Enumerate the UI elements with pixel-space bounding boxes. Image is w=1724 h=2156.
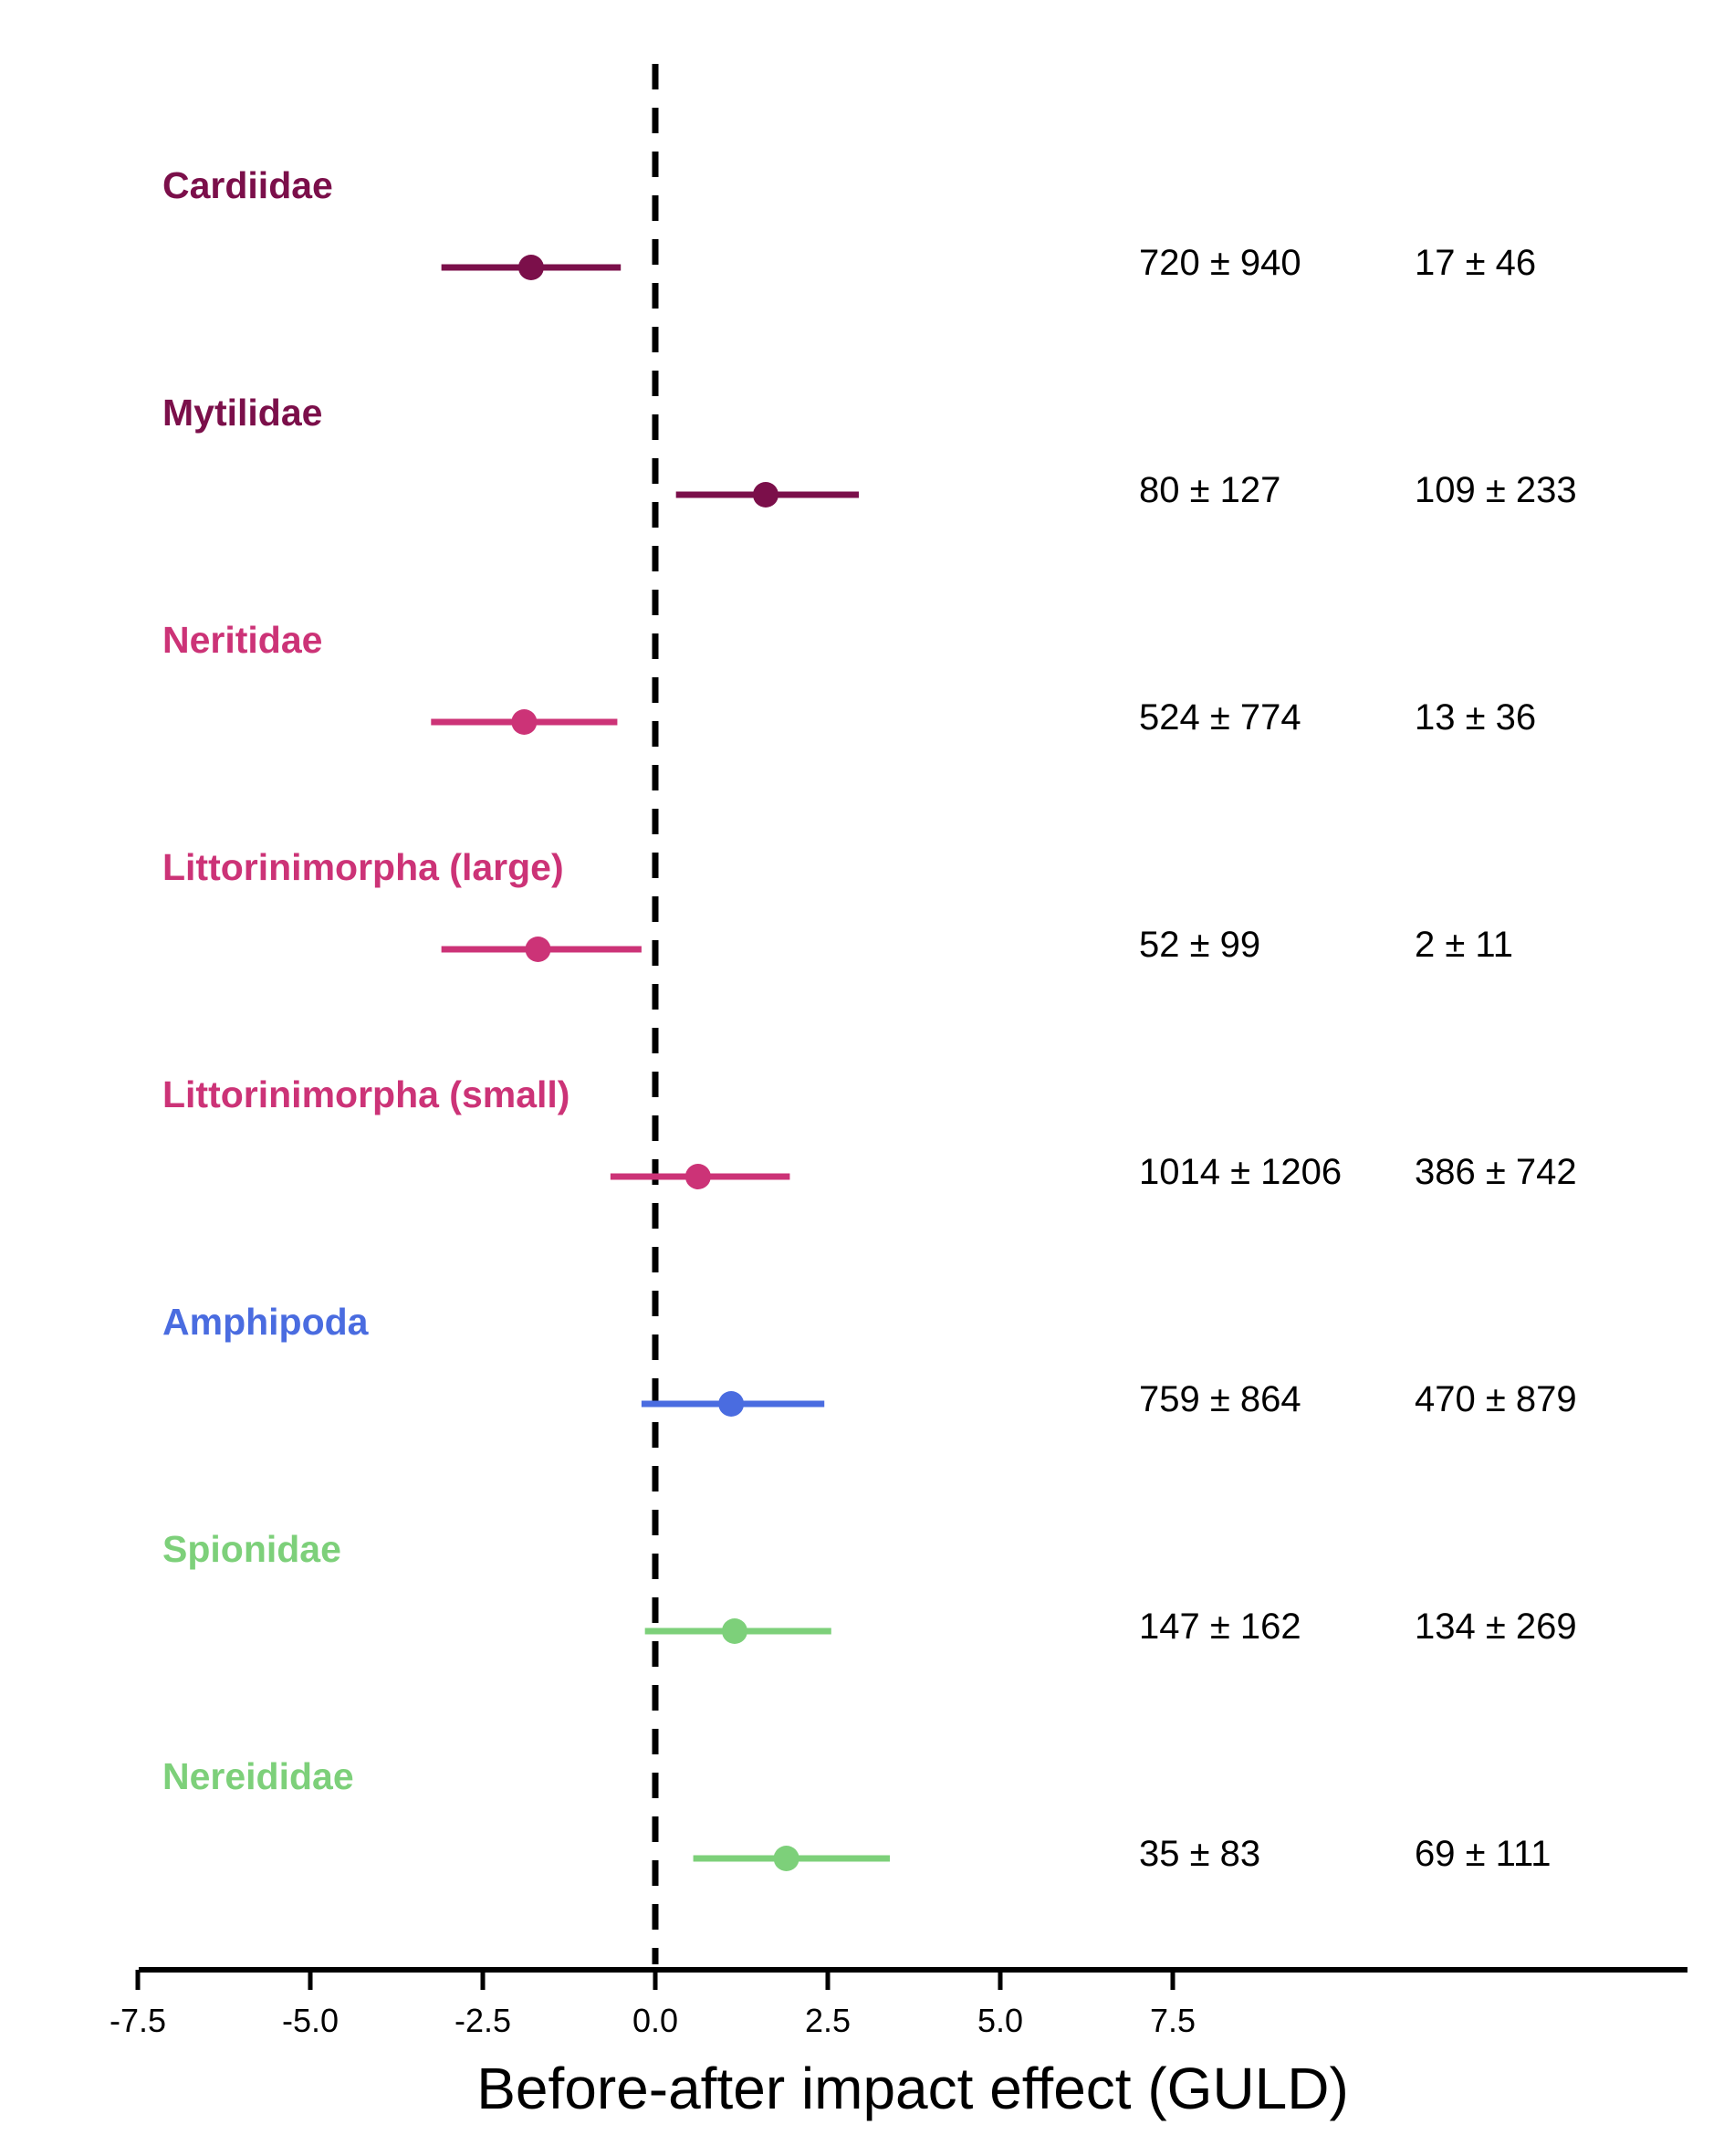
family-label: Cardiidae [162,164,333,206]
stat-after-text: 386 ± 742 [1415,1152,1577,1192]
family-label: Neritidae [162,619,322,661]
stat-before-text: 720 ± 940 [1139,243,1301,283]
stat-before-text: 524 ± 774 [1139,697,1301,738]
forest-row: Cardiidae 720 ± 940 17 ± 46 [162,164,1536,283]
x-tick-label: -5.0 [282,2002,339,2039]
point-estimate-marker [773,1846,799,1871]
family-label: Spionidae [162,1528,341,1570]
stat-before-text: 80 ± 127 [1139,470,1280,510]
x-tick-label: 0.0 [632,2002,678,2039]
point-estimate-marker [718,1391,745,1417]
point-estimate-marker [517,255,544,280]
family-label: Littorinimorpha (small) [162,1073,569,1115]
forest-row: Amphipoda 759 ± 864 470 ± 879 [162,1301,1577,1419]
point-estimate-marker [684,1164,711,1189]
stat-before-text: 1014 ± 1206 [1139,1152,1342,1192]
stat-before-text: 52 ± 99 [1139,925,1260,965]
family-label: Mytilidae [162,392,322,434]
estimate-rows: Cardiidae 720 ± 940 17 ± 46 Mytilidae 80 ± 1… [162,164,1577,1874]
forest-row: Nereididae 35 ± 83 69 ± 111 [162,1755,1551,1874]
x-tick-label: 5.0 [977,2002,1023,2039]
forest-row: Neritidae 524 ± 774 13 ± 36 [162,619,1536,738]
forest-row: Spionidae 147 ± 162 134 ± 269 [162,1528,1577,1647]
point-estimate-marker [721,1618,747,1644]
point-estimate-marker [525,937,551,962]
forest-row: Littorinimorpha (small) 1014 ± 1206 386 ± … [162,1073,1577,1192]
stat-after-text: 134 ± 269 [1415,1607,1577,1647]
stat-before-text: 35 ± 83 [1139,1834,1260,1874]
x-axis-title: Before-after impact effect (GULD) [476,2056,1349,2121]
stat-after-text: 13 ± 36 [1415,697,1536,738]
x-axis-ticks: -7.5 -5.0 -2.5 0.0 2.5 5.0 7.5 [110,1970,1196,2039]
stat-before-text: 147 ± 162 [1139,1607,1301,1647]
stat-after-text: 69 ± 111 [1415,1834,1551,1874]
stat-before-text: 759 ± 864 [1139,1379,1301,1419]
stat-after-text: 470 ± 879 [1415,1379,1577,1419]
stat-after-text: 17 ± 46 [1415,243,1536,283]
forest-row: Mytilidae 80 ± 127 109 ± 233 [162,392,1577,510]
family-label: Littorinimorpha (large) [162,846,564,888]
family-label: Amphipoda [162,1301,370,1343]
x-tick-label: 2.5 [805,2002,851,2039]
x-tick-label: -7.5 [110,2002,166,2039]
stat-after-text: 2 ± 11 [1415,925,1513,965]
stat-after-text: 109 ± 233 [1415,470,1577,510]
point-estimate-marker [752,482,778,508]
point-estimate-marker [511,709,538,735]
x-tick-label: -2.5 [455,2002,511,2039]
forest-row: Littorinimorpha (large) 52 ± 99 2 ± 11 [162,846,1513,965]
family-label: Nereididae [162,1755,354,1797]
x-tick-label: 7.5 [1150,2002,1196,2039]
